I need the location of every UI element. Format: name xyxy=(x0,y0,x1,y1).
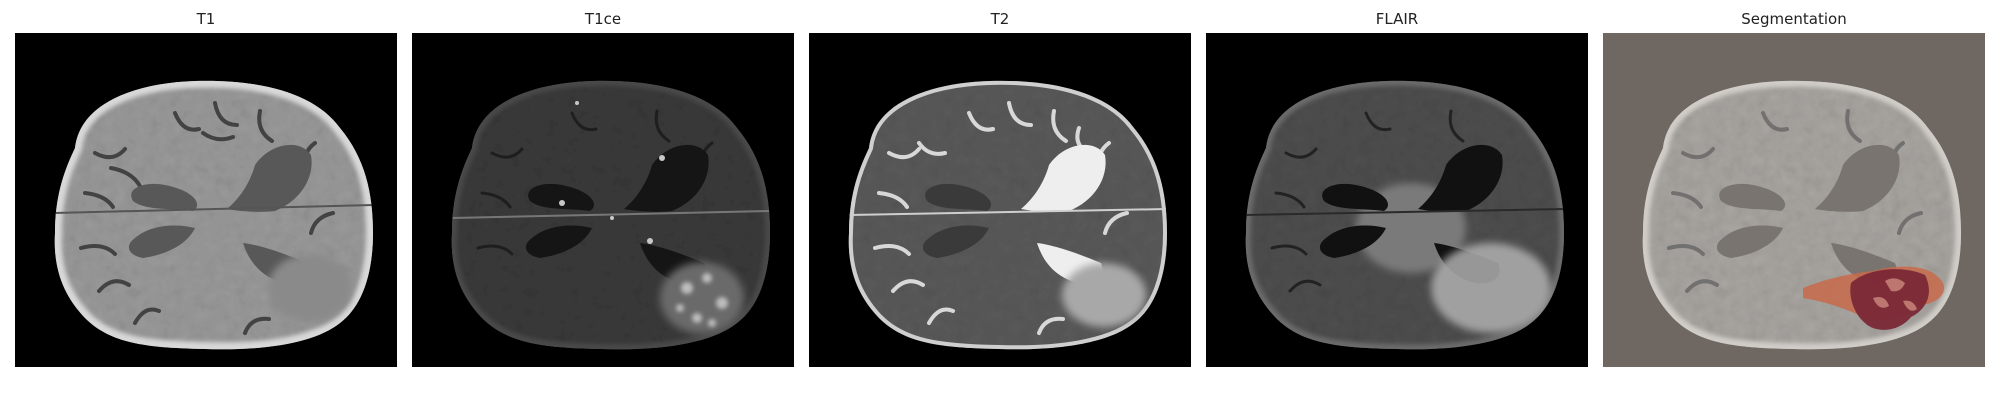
panel-flair: FLAIR xyxy=(1206,0,1588,370)
panel-title: T1ce xyxy=(584,10,622,28)
tumor-enhancing-region xyxy=(1873,278,1917,311)
panel-title: Segmentation xyxy=(1741,10,1847,28)
panel-title: FLAIR xyxy=(1375,10,1419,28)
segmentation-overlay-image xyxy=(1603,33,1985,367)
panel-t2: T2 xyxy=(809,0,1191,370)
mri-image-t1ce xyxy=(412,33,794,367)
mri-image-flair xyxy=(1206,33,1588,367)
panel-segmentation: Segmentation xyxy=(1603,0,1985,370)
panel-title: T2 xyxy=(990,10,1010,28)
panel-title: T1 xyxy=(196,10,216,28)
mri-image-t1 xyxy=(15,33,397,367)
tumor-core-region xyxy=(1850,269,1929,330)
mri-image-t2 xyxy=(809,33,1191,367)
panel-t1: T1 xyxy=(15,0,397,370)
panel-t1ce: T1ce xyxy=(412,0,794,370)
